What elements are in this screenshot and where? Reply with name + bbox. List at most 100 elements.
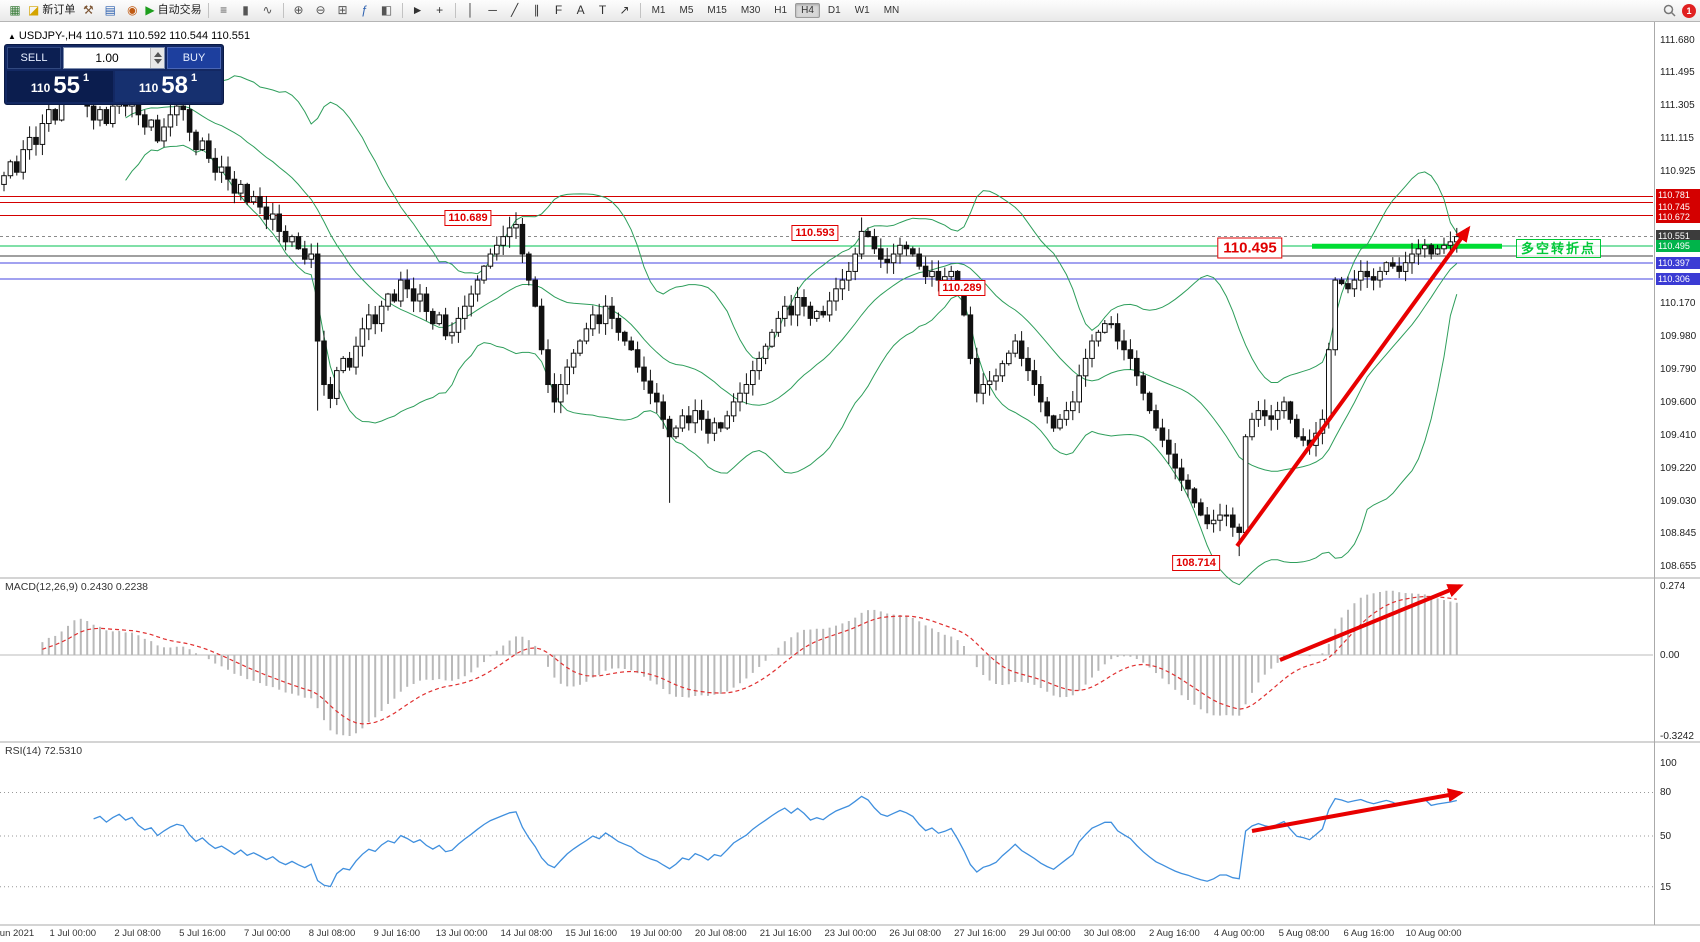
chart-candles-icon[interactable]: ▮ (236, 1, 256, 20)
sell-price-big: 55 (53, 72, 80, 99)
time-axis-label: 5 Jul 16:00 (179, 928, 226, 939)
time-axis-label: 9 Jul 16:00 (373, 928, 421, 939)
alerts-icon[interactable]: ◉ (122, 1, 142, 20)
crosshair-icon[interactable]: + (430, 1, 450, 20)
time-axis-label: 20 Jul 08:00 (694, 928, 747, 939)
chart-line-icon[interactable]: ∿ (258, 1, 278, 20)
text-icon[interactable]: A (571, 1, 591, 20)
new-order-button: ◪ (28, 3, 40, 17)
new-order-button[interactable]: ◪ 新订单 (27, 1, 76, 20)
lot-decrease-icon[interactable] (153, 59, 162, 64)
indicators-icon[interactable]: ƒ (355, 1, 375, 20)
price-tick: 110.170 (1660, 297, 1696, 309)
time-axis-label: 1 Jul 00:00 (49, 928, 97, 939)
timeframe-button-d1[interactable]: D1 (827, 5, 841, 16)
sell-button[interactable]: SELL (7, 47, 61, 69)
time-axis-label: 2 Jul 08:00 (114, 928, 161, 939)
chart-line-icon: ∿ (262, 3, 273, 17)
lot-increase-icon[interactable] (153, 52, 162, 57)
price-label[interactable]: 110.593 (791, 225, 839, 241)
price-tick: 109.410 (1660, 429, 1697, 441)
lot-stepper[interactable] (150, 48, 164, 68)
buy-button[interactable]: BUY (167, 47, 221, 69)
fibonacci-icon: F (554, 3, 563, 17)
timeframe-button-m15[interactable]: M15 (707, 5, 727, 16)
time-axis-label: 30 Jul 08:00 (1083, 928, 1136, 939)
autotrading-button[interactable]: ▶ 自动交易 (144, 1, 202, 20)
objects-list-icon[interactable]: ◧ (377, 1, 397, 20)
price-tick: 109.790 (1660, 363, 1697, 375)
toolbar-separator (401, 3, 403, 18)
price-tick: 109.600 (1660, 396, 1697, 408)
vertical-line-icon[interactable]: │ (461, 1, 481, 20)
timeframe-button-m5[interactable]: M5 (679, 5, 694, 16)
price-tick: 111.495 (1660, 67, 1695, 79)
time-axis-label: 29 Jul 00:00 (1018, 928, 1071, 939)
text-icon: A (576, 3, 585, 17)
horizontal-line-icon: ─ (488, 3, 497, 17)
timeframe-button-m30[interactable]: M30 (740, 5, 761, 16)
lot-size-field (63, 47, 165, 69)
zoom-in-icon[interactable]: ⊕ (289, 1, 309, 20)
price-tick: 111.115 (1660, 133, 1694, 145)
toolbar-items: ▦ ◪ 新订单 ⚒ ▤ ◉ ▶ 自动交易 ≡ ▮ ∿ ⊕ ⊖ ⊞ ƒ ◧ ► + │ ─ ╱ ∥ F A T ↗ M1 M5 M15 M3… (4, 1, 1663, 20)
chart-bars-icon[interactable]: ≡ (214, 1, 234, 20)
price-label[interactable]: 110.689 (444, 210, 492, 226)
search-icon[interactable] (1663, 4, 1676, 17)
zoom-out-icon: ⊖ (315, 3, 326, 17)
arrow-object-icon: ↗ (619, 3, 630, 17)
toolbar: ▦ ◪ 新订单 ⚒ ▤ ◉ ▶ 自动交易 ≡ ▮ ∿ ⊕ ⊖ ⊞ ƒ ◧ ► + │ ─ ╱ ∥ F A T ↗ M1 M5 M15 M3… (0, 0, 1700, 22)
time-axis-label: 14 Jul 08:00 (500, 928, 553, 939)
price-tag: 110.306 (1656, 273, 1700, 286)
toolbar-separator (207, 3, 209, 18)
toolbar-separator (639, 3, 641, 18)
market-watch-icon[interactable]: ▤ (100, 1, 120, 20)
trendline-icon[interactable]: ╱ (505, 1, 525, 20)
cursor-icon[interactable]: ► (408, 1, 428, 20)
timeframe-button-h4[interactable]: H4 (795, 3, 820, 18)
time-axis-label: 29 Jun 2021 (0, 928, 35, 939)
price-label[interactable]: 108.714 (1172, 555, 1220, 571)
price-tag: 110.551 (1656, 230, 1700, 243)
expert-advisor-icon: ⚒ (82, 3, 94, 17)
text-label-icon[interactable]: T (593, 1, 613, 20)
lot-size-input[interactable] (64, 48, 150, 68)
toolbar-separator (282, 3, 284, 18)
sell-price[interactable]: 110 55 1 (7, 71, 113, 102)
notification-badge[interactable]: 1 (1682, 3, 1696, 18)
chart-symbol-label: ▲ USDJPY-,H4 110.571 110.592 110.544 110.… (8, 30, 250, 42)
text-label-icon: T (598, 3, 607, 17)
channel-icon[interactable]: ∥ (527, 1, 547, 20)
turning-point-label[interactable]: 多空转折点 (1516, 239, 1602, 258)
time-axis-label: 8 Jul 08:00 (308, 928, 356, 939)
time-axis-label: 10 Aug 00:00 (1405, 928, 1462, 939)
zoom-out-icon[interactable]: ⊖ (311, 1, 331, 20)
tile-windows-icon[interactable]: ⊞ (333, 1, 353, 20)
horizontal-line-icon[interactable]: ─ (483, 1, 503, 20)
new-chart-icon[interactable]: ▦ (5, 1, 25, 20)
time-axis-label: 2 Aug 16:00 (1149, 928, 1200, 939)
rsi-axis-label: 50 (1660, 831, 1672, 842)
alerts-icon: ◉ (127, 3, 138, 17)
price-label[interactable]: 110.289 (938, 280, 986, 296)
symbol-ohlc-text: USDJPY-,H4 110.571 110.592 110.544 110.5… (18, 30, 251, 42)
price-tag: 110.745 (1656, 200, 1700, 213)
zoom-in-icon: ⊕ (293, 3, 304, 17)
buy-price[interactable]: 110 58 1 (115, 71, 221, 102)
expert-advisor-icon[interactable]: ⚒ (78, 1, 98, 20)
channel-icon: ∥ (533, 3, 540, 17)
timeframe-button-m1[interactable]: M1 (651, 5, 666, 16)
timeframe-button-h1[interactable]: H1 (774, 5, 788, 16)
timeframe-button-w1[interactable]: W1 (854, 5, 870, 16)
time-axis-label: 4 Aug 00:00 (1213, 928, 1265, 939)
fibonacci-icon[interactable]: F (549, 1, 569, 20)
timeframe-button-mn[interactable]: MN (883, 5, 900, 16)
price-tag: 110.672 (1656, 211, 1700, 224)
price-label[interactable]: 110.495 (1217, 237, 1283, 259)
price-tick: 109.980 (1660, 330, 1697, 342)
arrow-object-icon[interactable]: ↗ (615, 1, 635, 20)
rsi-axis-label: 100 (1660, 758, 1677, 769)
symbol-expand-icon[interactable]: ▲ (8, 32, 16, 41)
macd-label: MACD(12,26,9) 0.2430 0.2238 (5, 581, 149, 593)
